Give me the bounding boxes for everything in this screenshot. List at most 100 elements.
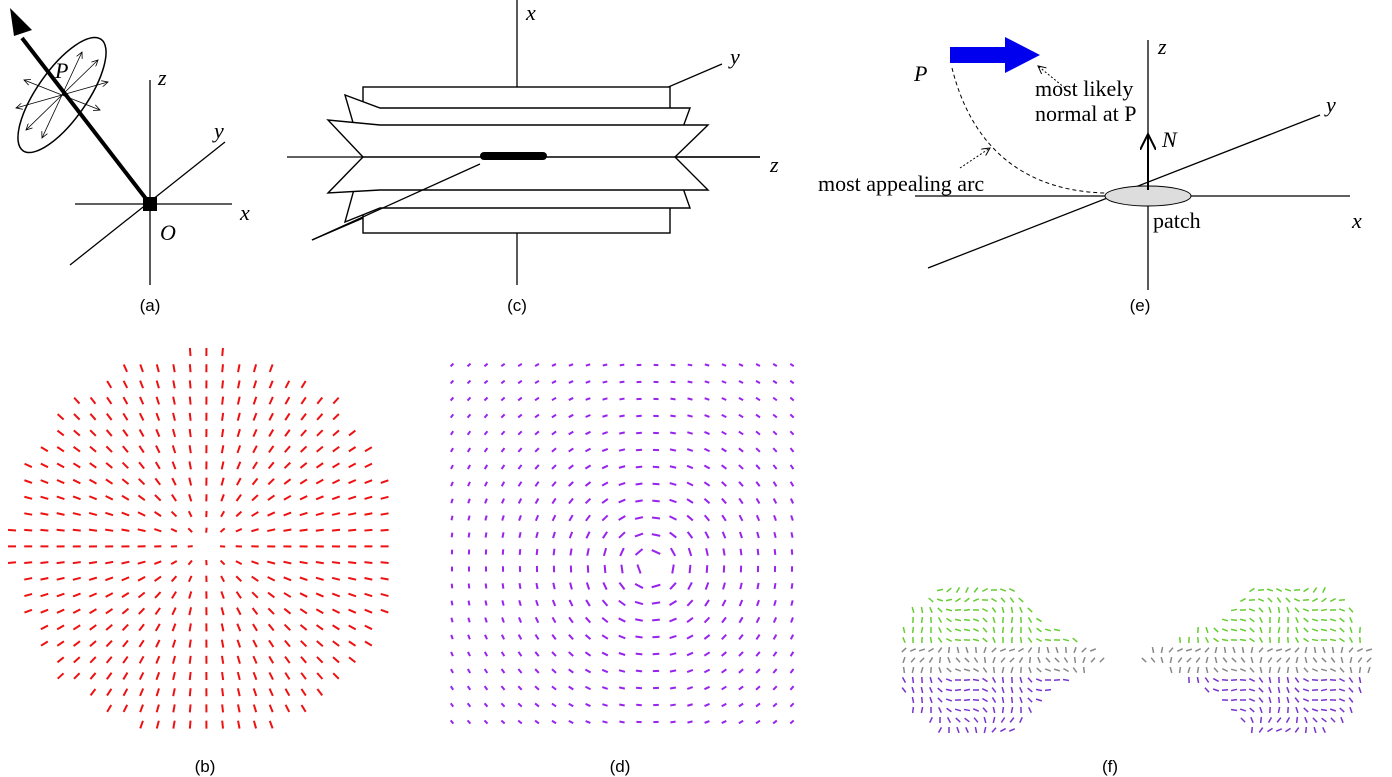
vector bbox=[1001, 717, 1004, 722]
vector bbox=[1303, 689, 1309, 691]
vector bbox=[222, 640, 223, 648]
vector bbox=[912, 607, 914, 613]
vector bbox=[570, 600, 573, 606]
vector bbox=[1306, 727, 1307, 733]
vector bbox=[602, 432, 607, 434]
vector bbox=[121, 529, 129, 530]
vector bbox=[535, 448, 539, 452]
label-p: P bbox=[913, 61, 927, 86]
vector bbox=[1215, 657, 1216, 663]
vector bbox=[1011, 707, 1012, 713]
vector bbox=[984, 647, 986, 653]
vector bbox=[722, 515, 726, 521]
vector bbox=[570, 549, 571, 556]
vector bbox=[189, 576, 192, 582]
vector bbox=[1303, 609, 1309, 611]
vector bbox=[190, 348, 191, 356]
vector bbox=[1267, 649, 1272, 652]
vector bbox=[902, 688, 906, 693]
vector bbox=[956, 718, 960, 722]
vector bbox=[774, 635, 777, 640]
vector bbox=[910, 649, 916, 651]
vector bbox=[90, 609, 97, 613]
vector bbox=[451, 482, 453, 486]
vector bbox=[604, 548, 606, 556]
vector bbox=[1304, 708, 1308, 712]
vector bbox=[173, 364, 174, 372]
vector bbox=[519, 635, 522, 640]
vector bbox=[757, 617, 760, 622]
vector bbox=[792, 549, 793, 555]
vector bbox=[484, 364, 487, 367]
vector bbox=[739, 498, 743, 503]
vector bbox=[269, 624, 274, 630]
vector bbox=[317, 689, 322, 695]
vector bbox=[89, 513, 97, 515]
vector bbox=[1341, 647, 1342, 653]
vector bbox=[519, 600, 521, 605]
vector bbox=[317, 414, 322, 420]
vector bbox=[253, 608, 258, 614]
vector bbox=[652, 602, 660, 603]
vector bbox=[332, 562, 340, 563]
vector bbox=[73, 594, 80, 597]
vector bbox=[222, 348, 223, 356]
vector bbox=[652, 585, 661, 587]
arrowhead bbox=[10, 8, 32, 36]
vector bbox=[349, 625, 356, 629]
vector bbox=[1349, 688, 1353, 692]
vector bbox=[317, 447, 323, 452]
vector bbox=[332, 609, 339, 613]
vector bbox=[602, 704, 607, 706]
vector bbox=[635, 517, 643, 519]
vector bbox=[190, 445, 191, 453]
vector bbox=[569, 448, 574, 451]
vector bbox=[502, 465, 505, 469]
vector bbox=[333, 447, 339, 452]
vector bbox=[139, 640, 143, 647]
planes bbox=[328, 87, 760, 233]
vector bbox=[1222, 669, 1227, 672]
vector bbox=[172, 478, 176, 485]
vector bbox=[569, 381, 573, 383]
vector bbox=[740, 515, 743, 521]
vector bbox=[1305, 647, 1306, 653]
vector bbox=[757, 600, 759, 606]
vector bbox=[57, 530, 65, 531]
vector bbox=[956, 587, 959, 592]
vector bbox=[172, 608, 175, 615]
vector bbox=[518, 669, 521, 673]
vector bbox=[1231, 689, 1237, 690]
vector bbox=[722, 499, 726, 504]
vector bbox=[154, 529, 161, 531]
vector bbox=[254, 413, 257, 420]
vector bbox=[619, 432, 625, 433]
vector bbox=[911, 658, 915, 663]
vector bbox=[348, 530, 356, 531]
vector bbox=[1270, 637, 1271, 643]
vector bbox=[284, 609, 290, 614]
vector bbox=[704, 499, 709, 504]
vector bbox=[912, 687, 914, 693]
vector bbox=[938, 608, 942, 612]
label-z: z bbox=[1157, 34, 1167, 59]
vector bbox=[237, 608, 241, 615]
vector bbox=[468, 618, 469, 623]
vector bbox=[173, 429, 175, 437]
vector bbox=[619, 687, 625, 688]
vector bbox=[1249, 689, 1255, 691]
vector bbox=[1303, 600, 1309, 601]
vector bbox=[270, 381, 273, 388]
vector bbox=[913, 707, 914, 713]
vector bbox=[57, 562, 65, 563]
vector bbox=[705, 415, 710, 417]
vector bbox=[739, 398, 743, 400]
vector bbox=[1288, 667, 1289, 673]
vector bbox=[301, 689, 305, 696]
vector bbox=[605, 565, 606, 573]
vector bbox=[1000, 729, 1005, 732]
vector bbox=[519, 532, 520, 538]
vector bbox=[301, 673, 306, 679]
vector bbox=[156, 624, 160, 631]
vector bbox=[553, 600, 555, 606]
